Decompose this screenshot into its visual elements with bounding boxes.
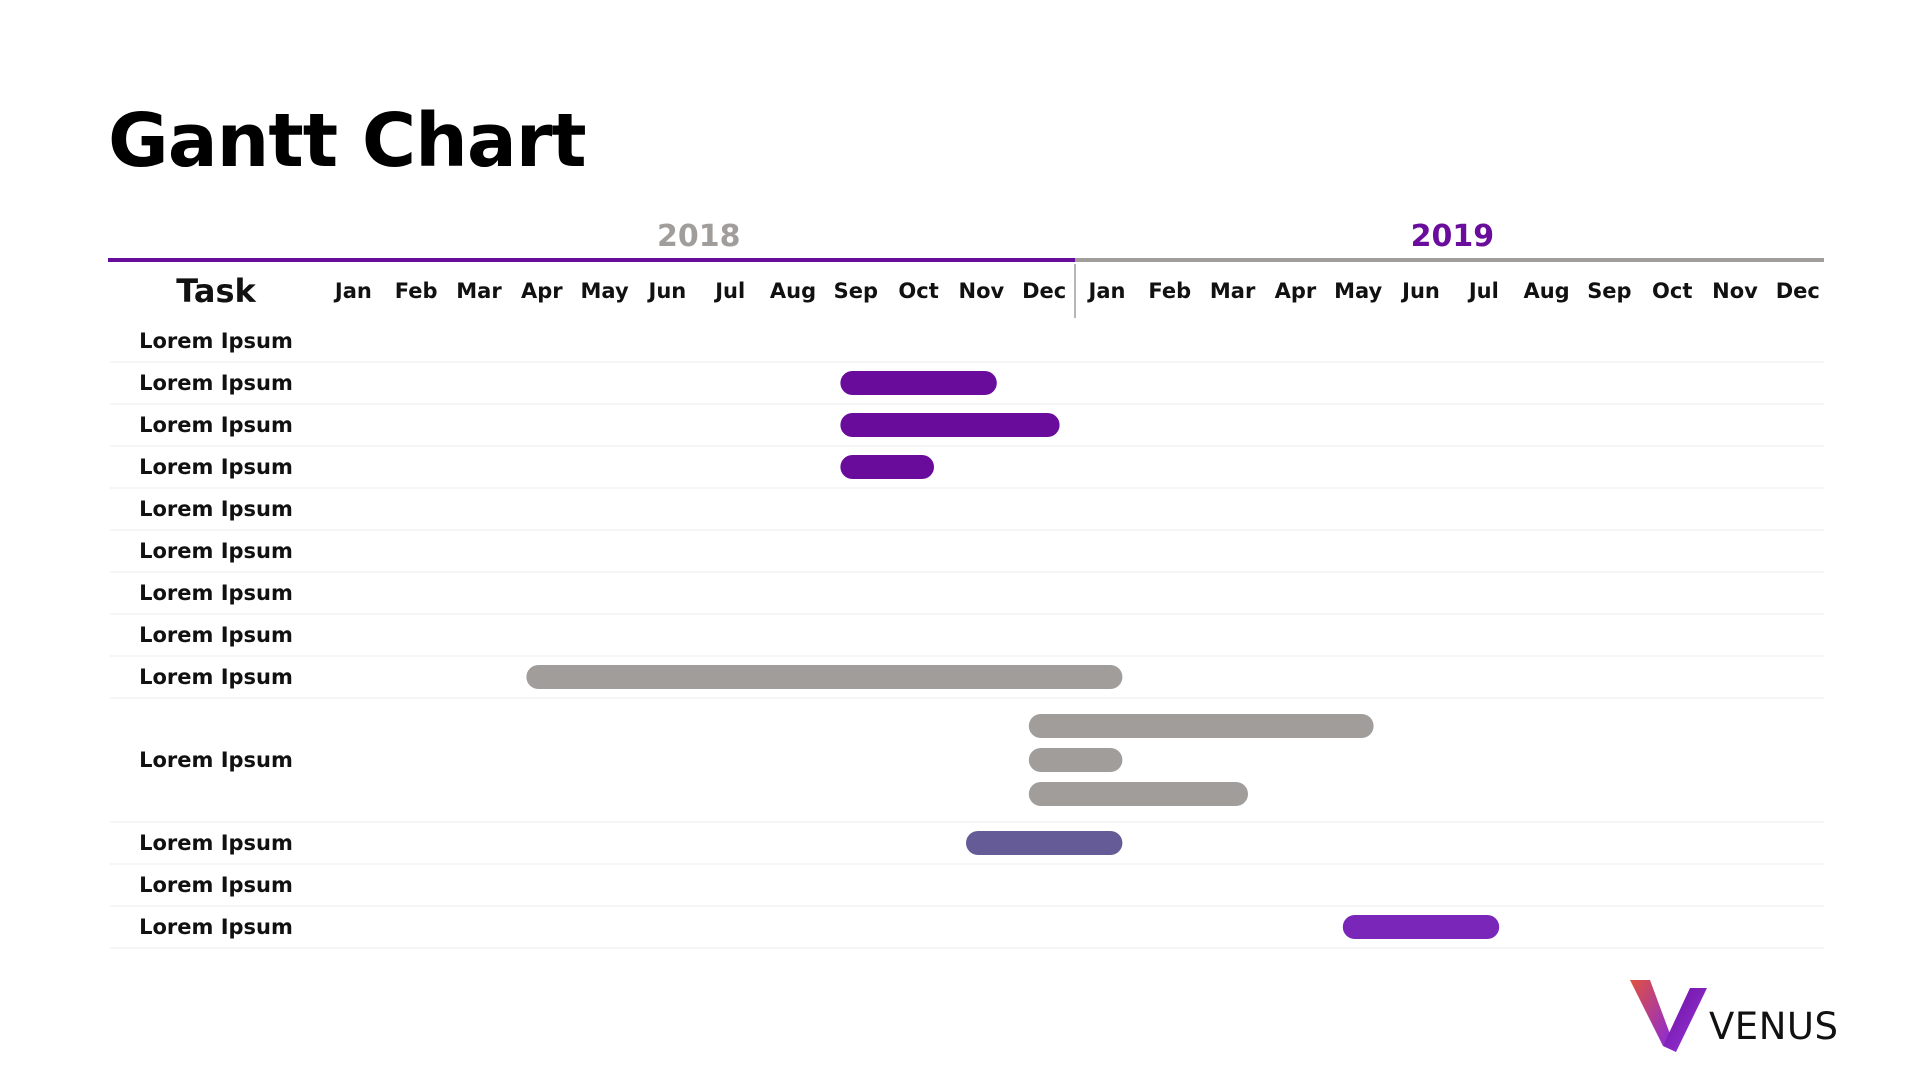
month-label: Jan bbox=[1087, 279, 1126, 303]
month-label: Jan bbox=[333, 279, 372, 303]
month-label: Jul bbox=[1467, 279, 1499, 303]
task-label: Lorem Ipsum bbox=[139, 371, 293, 395]
month-label: Jun bbox=[1400, 279, 1440, 303]
task-bar bbox=[840, 371, 997, 395]
year-label: 2019 bbox=[1411, 219, 1495, 254]
task-label: Lorem Ipsum bbox=[139, 748, 293, 772]
task-label: Lorem Ipsum bbox=[139, 873, 293, 897]
task-bar bbox=[1028, 782, 1248, 806]
venus-logo-icon bbox=[1630, 980, 1707, 1052]
task-label: Lorem Ipsum bbox=[139, 455, 293, 479]
month-label: Nov bbox=[959, 279, 1005, 303]
task-bar bbox=[1028, 748, 1123, 772]
month-label: Aug bbox=[770, 279, 816, 303]
month-label: May bbox=[1334, 279, 1382, 303]
task-label: Lorem Ipsum bbox=[139, 581, 293, 605]
task-bar bbox=[1028, 714, 1374, 738]
month-label: Jun bbox=[647, 279, 687, 303]
month-label: Nov bbox=[1712, 279, 1758, 303]
task-bar bbox=[840, 455, 934, 479]
month-label: Jul bbox=[713, 279, 745, 303]
month-label: Sep bbox=[834, 279, 878, 303]
task-label: Lorem Ipsum bbox=[139, 413, 293, 437]
task-label: Lorem Ipsum bbox=[139, 497, 293, 521]
month-label: Feb bbox=[395, 279, 438, 303]
task-bar bbox=[1342, 915, 1500, 939]
year-label: 2018 bbox=[657, 219, 741, 254]
month-label: Apr bbox=[521, 279, 563, 303]
month-label: Sep bbox=[1587, 279, 1631, 303]
task-label: Lorem Ipsum bbox=[139, 539, 293, 563]
month-label: Dec bbox=[1776, 279, 1820, 303]
month-label: Oct bbox=[1652, 279, 1692, 303]
task-label: Lorem Ipsum bbox=[139, 329, 293, 353]
month-label: Oct bbox=[898, 279, 938, 303]
task-bar bbox=[840, 413, 1060, 437]
month-label: Dec bbox=[1022, 279, 1066, 303]
month-label: May bbox=[581, 279, 629, 303]
task-label: Lorem Ipsum bbox=[139, 831, 293, 855]
task-header: Task bbox=[176, 272, 256, 310]
task-label: Lorem Ipsum bbox=[139, 915, 293, 939]
logo-text: VENUS bbox=[1709, 1005, 1839, 1048]
month-label: Mar bbox=[1210, 279, 1256, 303]
month-label: Aug bbox=[1523, 279, 1569, 303]
month-label: Apr bbox=[1275, 279, 1317, 303]
task-bar bbox=[966, 831, 1123, 855]
task-label: Lorem Ipsum bbox=[139, 665, 293, 689]
page-title: Gantt Chart bbox=[108, 98, 587, 184]
month-label: Mar bbox=[456, 279, 502, 303]
task-bar bbox=[526, 665, 1123, 689]
month-label: Feb bbox=[1148, 279, 1191, 303]
task-label: Lorem Ipsum bbox=[139, 623, 293, 647]
